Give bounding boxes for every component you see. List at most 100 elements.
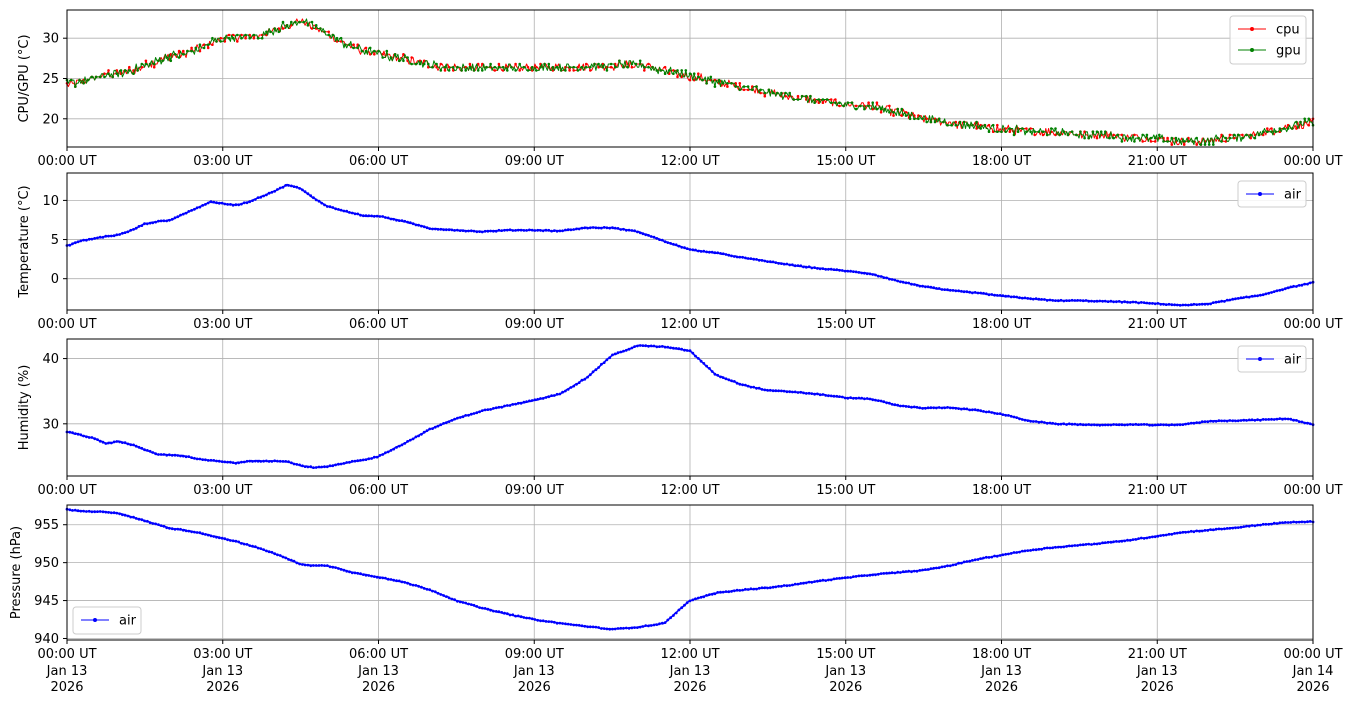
- data-point: [755, 587, 758, 591]
- data-point: [874, 273, 877, 277]
- data-point: [558, 392, 562, 396]
- data-point: [799, 390, 803, 394]
- data-point: [314, 198, 318, 202]
- data-point: [658, 238, 661, 242]
- data-point: [561, 229, 564, 233]
- data-point: [641, 344, 645, 347]
- data-point: [1120, 140, 1124, 143]
- data-point: [211, 36, 214, 40]
- data-point: [468, 65, 472, 69]
- data-point: [1303, 282, 1307, 286]
- data-point: [253, 198, 257, 201]
- data-point: [345, 209, 349, 213]
- data-point: [996, 123, 999, 127]
- data-point: [688, 78, 692, 82]
- data-point: [774, 389, 778, 393]
- data-point: [1076, 544, 1079, 547]
- data-point: [766, 388, 769, 392]
- data-point: [1178, 531, 1182, 535]
- data-point: [414, 223, 418, 227]
- data-point: [227, 33, 231, 37]
- data-point: [832, 268, 836, 271]
- data-point: [1181, 423, 1185, 426]
- data-point: [602, 627, 606, 630]
- data-point: [284, 556, 288, 560]
- data-point: [710, 370, 714, 373]
- x-year-label: 2026: [362, 680, 395, 695]
- data-point: [973, 291, 977, 294]
- data-point: [389, 217, 393, 221]
- data-point: [1286, 286, 1290, 290]
- data-point: [323, 30, 326, 34]
- data-point: [1162, 302, 1165, 306]
- data-point: [1195, 136, 1198, 140]
- data-point: [1029, 549, 1032, 552]
- data-point: [852, 270, 855, 273]
- data-point: [248, 36, 251, 40]
- data-point: [82, 434, 85, 438]
- data-point: [1059, 545, 1063, 549]
- data-point: [356, 212, 360, 216]
- data-point: [162, 524, 166, 528]
- data-point: [1158, 133, 1161, 137]
- y-axis-label: CPU/GPU (°C): [17, 34, 32, 122]
- data-point: [464, 414, 468, 417]
- data-point: [1167, 423, 1171, 427]
- data-point: [580, 624, 584, 628]
- data-point: [1098, 542, 1102, 545]
- data-point: [1142, 423, 1146, 426]
- data-point: [577, 381, 581, 384]
- data-point: [912, 283, 916, 286]
- data-point: [1187, 422, 1190, 426]
- data-point: [68, 430, 72, 434]
- data-point: [586, 226, 589, 230]
- data-point: [325, 205, 329, 208]
- data-point: [791, 583, 794, 587]
- data-point: [1141, 140, 1144, 143]
- data-point: [511, 613, 515, 617]
- data-point: [885, 276, 888, 280]
- data-point: [995, 554, 999, 558]
- data-point: [385, 49, 389, 53]
- data-point: [302, 20, 306, 24]
- data-point: [1203, 420, 1207, 423]
- data-point: [1189, 421, 1193, 425]
- data-point: [229, 460, 232, 464]
- data-point: [943, 406, 947, 410]
- data-point: [505, 612, 509, 616]
- data-point: [946, 288, 949, 292]
- data-point: [505, 228, 509, 232]
- x-tick-label: 18:00 UT: [972, 647, 1031, 662]
- data-point: [493, 65, 497, 69]
- data-point: [796, 94, 800, 98]
- data-point: [987, 556, 991, 559]
- data-point: [489, 229, 492, 233]
- data-point: [1131, 300, 1135, 304]
- data-point: [1242, 296, 1246, 299]
- data-point: [924, 568, 927, 571]
- data-point: [619, 626, 623, 630]
- data-point: [240, 460, 243, 464]
- data-point: [1228, 419, 1232, 422]
- data-point: [962, 120, 966, 124]
- data-point: [209, 458, 213, 462]
- data-point: [223, 537, 227, 541]
- data-point: [539, 619, 542, 623]
- data-point: [298, 187, 301, 190]
- data-point: [1264, 522, 1268, 526]
- data-point: [1145, 423, 1149, 426]
- data-point: [361, 214, 365, 218]
- data-point: [569, 386, 573, 389]
- data-point: [103, 75, 106, 79]
- data-point: [1054, 127, 1057, 130]
- data-point: [1286, 417, 1290, 421]
- data-point: [876, 399, 880, 402]
- data-point: [669, 616, 672, 620]
- data-point: [403, 581, 407, 584]
- data-point: [1242, 525, 1246, 528]
- data-point: [478, 410, 481, 414]
- data-point: [871, 101, 874, 104]
- data-point: [1214, 419, 1218, 423]
- data-point: [356, 459, 360, 463]
